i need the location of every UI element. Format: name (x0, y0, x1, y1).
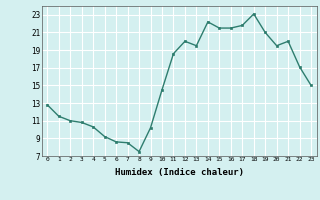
X-axis label: Humidex (Indice chaleur): Humidex (Indice chaleur) (115, 168, 244, 177)
